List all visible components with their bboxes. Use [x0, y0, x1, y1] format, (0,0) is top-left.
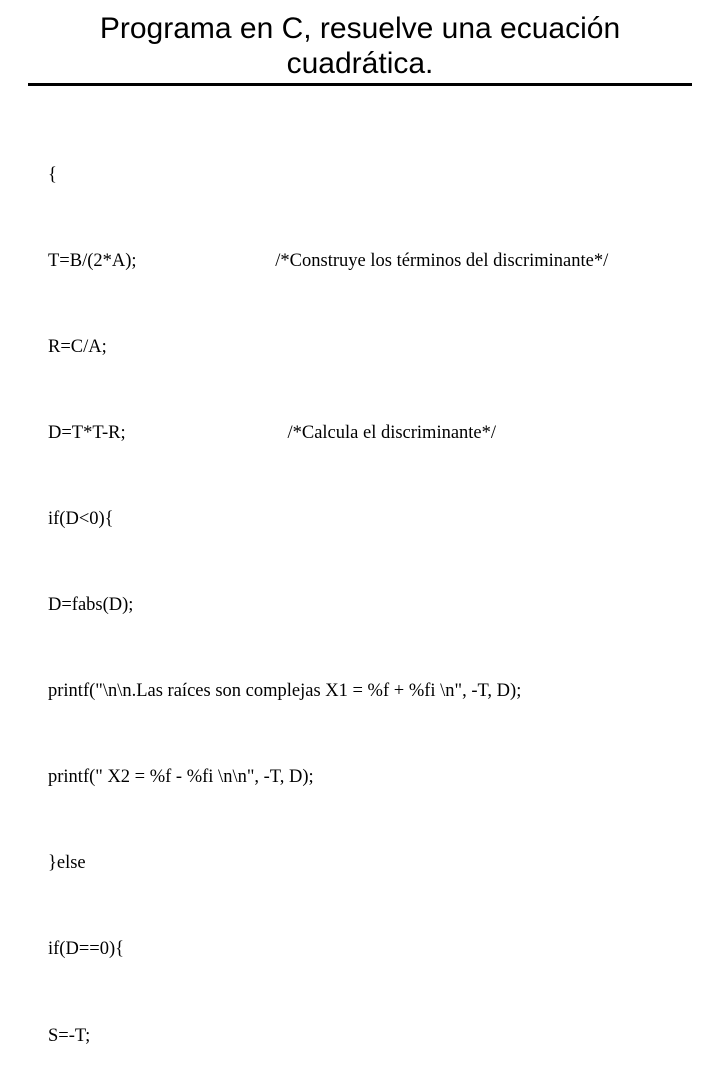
code-line: if(D<0){ [48, 505, 692, 534]
code-line: if(D==0){ [48, 935, 692, 964]
code-line: { [48, 161, 692, 190]
code-line: printf(" X2 = %f - %fi \n\n", -T, D); [48, 763, 692, 792]
title-underline [28, 83, 692, 86]
slide-container: Programa en C, resuelve una ecuación cua… [0, 0, 720, 540]
code-line: R=C/A; [48, 333, 692, 362]
code-line: }else [48, 849, 692, 878]
code-block: { T=B/(2*A); /*Construye los términos de… [28, 104, 692, 1080]
code-line: printf("\n\n.Las raíces son complejas X1… [48, 677, 692, 706]
code-line: T=B/(2*A); /*Construye los términos del … [48, 247, 692, 276]
slide-title: Programa en C, resuelve una ecuación cua… [28, 12, 692, 81]
code-line: D=T*T-R; /*Calcula el discriminante*/ [48, 419, 692, 448]
code-line: D=fabs(D); [48, 591, 692, 620]
code-line: S=-T; [48, 1022, 692, 1051]
